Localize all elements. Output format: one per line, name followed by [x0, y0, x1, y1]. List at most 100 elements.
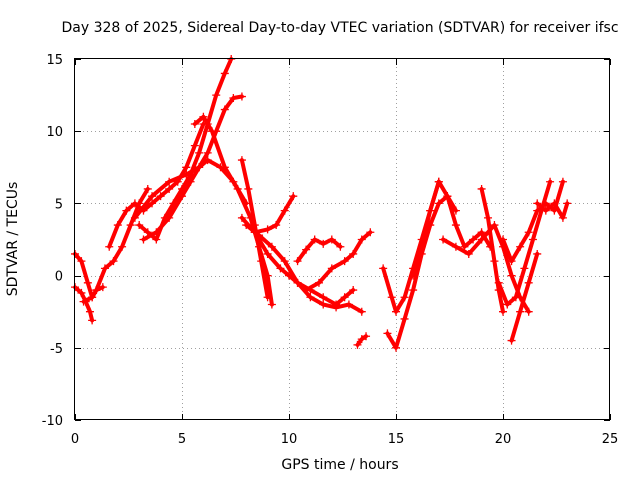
data-point	[280, 257, 289, 266]
data-point	[319, 293, 328, 302]
data-point	[387, 293, 396, 302]
series-line	[411, 179, 493, 278]
series-track-15	[353, 332, 371, 349]
data-point	[113, 221, 122, 230]
data-point	[143, 184, 152, 193]
data-point	[477, 228, 486, 237]
data-point	[434, 177, 443, 186]
data-point	[477, 235, 486, 244]
y-axis-label: SDTVAR / TECUs	[5, 182, 21, 297]
data-point	[484, 213, 493, 222]
data-series	[71, 55, 572, 352]
data-point	[182, 170, 191, 179]
series-line	[509, 251, 540, 343]
data-point	[130, 213, 139, 222]
data-point	[503, 300, 512, 309]
data-point	[148, 199, 157, 208]
data-point	[357, 307, 366, 316]
data-point	[220, 69, 229, 78]
data-point	[490, 221, 499, 230]
data-point	[195, 148, 204, 157]
data-point	[250, 228, 259, 237]
data-point	[332, 303, 341, 312]
data-point	[272, 221, 281, 230]
data-point	[267, 242, 276, 251]
data-point	[511, 293, 520, 302]
data-point	[220, 105, 229, 114]
data-point	[344, 300, 353, 309]
data-point	[233, 184, 242, 193]
data-point	[92, 286, 101, 295]
data-point	[257, 257, 266, 266]
data-point	[541, 199, 550, 208]
data-point	[400, 293, 409, 302]
series-line	[385, 194, 458, 350]
data-point	[244, 184, 253, 193]
data-point	[464, 249, 473, 258]
data-point	[499, 235, 507, 244]
axis-ticks: 0 5 10 15 20 25 -10 -5 0 5 10 15	[42, 53, 619, 447]
data-point	[524, 278, 533, 287]
data-point	[242, 221, 251, 230]
data-point	[426, 206, 435, 215]
data-point	[541, 206, 550, 215]
data-point	[494, 278, 503, 287]
data-point	[302, 286, 311, 295]
data-point	[302, 245, 311, 254]
data-point	[524, 307, 533, 316]
data-point	[392, 307, 400, 316]
data-point	[109, 257, 118, 266]
data-point	[165, 177, 174, 186]
data-point	[558, 213, 567, 222]
data-point	[409, 286, 418, 295]
data-point	[340, 293, 349, 302]
data-point	[276, 264, 285, 273]
y-tick-label: -5	[50, 342, 63, 357]
data-point	[379, 264, 388, 273]
data-point	[195, 163, 204, 172]
data-point	[289, 192, 298, 201]
series-line	[192, 114, 274, 307]
data-point	[366, 228, 375, 237]
data-point	[186, 177, 195, 186]
series-line	[295, 237, 343, 264]
series-line	[107, 122, 206, 249]
data-point	[105, 242, 114, 251]
y-tick-label: 5	[55, 197, 63, 212]
data-point	[306, 293, 315, 302]
chart-title: Day 328 of 2025, Sidereal Day-to-day VTE…	[61, 20, 618, 36]
data-point	[85, 307, 94, 316]
data-point	[383, 329, 392, 338]
data-point	[507, 336, 516, 345]
data-point	[400, 314, 409, 323]
data-point	[319, 239, 328, 248]
data-point	[516, 242, 525, 251]
data-point	[524, 228, 533, 237]
data-point	[392, 343, 400, 352]
data-point	[190, 141, 199, 150]
data-point	[165, 184, 174, 193]
data-point	[443, 192, 452, 201]
x-axis-label: GPS time / hours	[281, 457, 398, 473]
data-point	[165, 213, 174, 222]
data-point	[88, 316, 97, 325]
data-point	[237, 156, 246, 165]
x-tick-label: 15	[388, 432, 405, 447]
data-point	[199, 112, 208, 121]
data-point	[349, 286, 358, 295]
data-point	[451, 242, 460, 251]
y-tick-label: 10	[46, 125, 63, 140]
data-point	[77, 288, 86, 297]
series-track-20	[477, 184, 507, 316]
data-point	[520, 264, 529, 273]
series-track-14	[302, 228, 375, 295]
series-track-8	[190, 112, 276, 309]
x-tick-label: 0	[71, 432, 79, 447]
x-tick-label: 20	[495, 432, 512, 447]
series-line	[479, 187, 505, 314]
data-point	[178, 192, 186, 201]
data-point	[533, 249, 542, 258]
series-track-9	[237, 156, 272, 302]
data-point	[490, 257, 499, 266]
data-point	[563, 199, 572, 208]
